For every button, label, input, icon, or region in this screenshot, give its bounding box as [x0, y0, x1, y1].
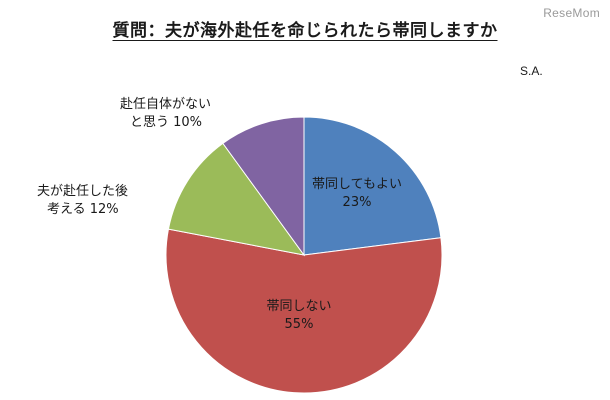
slice-label-noassign-line2: と思う 10% — [130, 115, 203, 130]
slice-label-not-value: 55% — [284, 317, 314, 332]
pie-slice-not-accompany — [165, 228, 443, 394]
slice-label-later-line1: 夫が赴任した後 — [37, 184, 129, 199]
slice-label-willing-to-accompany: 帯同してもよい 23% — [312, 176, 402, 212]
answer-type-note: S.A. — [520, 64, 543, 78]
watermark-logo: ReseMom — [543, 6, 600, 20]
slice-label-not-accompany: 帯同しない 55% — [266, 298, 331, 334]
slice-label-noassign-line1: 赴任自体がない — [120, 97, 212, 112]
pie-slice-no-assignment — [222, 116, 305, 257]
slice-label-not-name: 帯同しない — [266, 299, 332, 314]
pie-slice-willing-to-accompany — [303, 116, 442, 256]
slice-label-decide-later: 夫が赴任した後 考える 12% — [37, 183, 128, 219]
slice-label-later-line2: 考える 12% — [47, 202, 119, 217]
slice-label-willing-value: 23% — [342, 195, 372, 210]
slice-label-no-assignment: 赴任自体がない と思う 10% — [120, 96, 211, 132]
slice-label-willing-name: 帯同してもよい — [312, 177, 402, 192]
pie-slice-decide-later — [167, 142, 306, 256]
chart-title: 質問：夫が海外赴任を命じられたら帯同しますか — [112, 21, 498, 41]
